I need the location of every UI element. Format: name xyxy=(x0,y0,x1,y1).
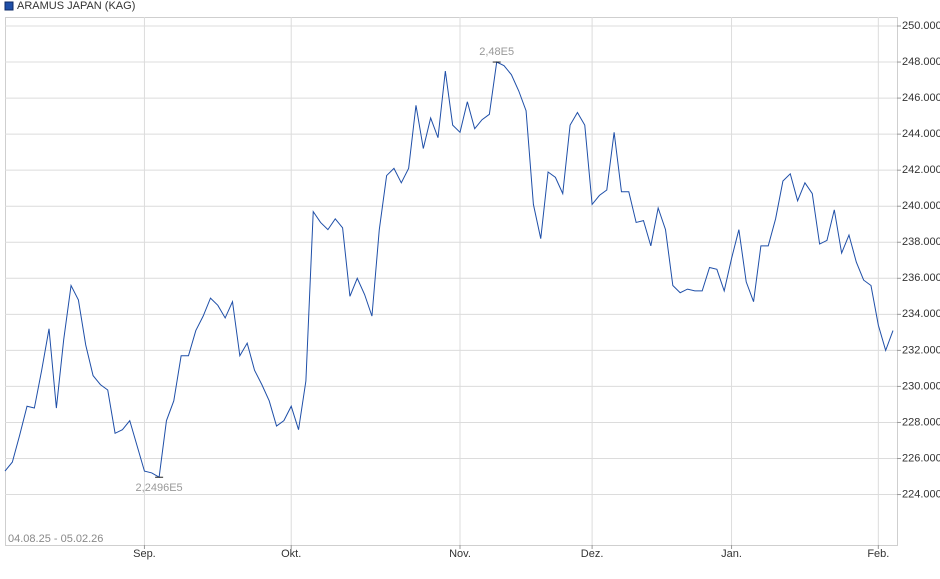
y-tick-label: 224.000 xyxy=(902,488,940,500)
plot-frame xyxy=(5,17,898,546)
date-range: 04.08.25 - 05.02.26 xyxy=(8,533,103,545)
y-tick-label: 234.000 xyxy=(902,308,940,320)
x-tick-label: Okt. xyxy=(281,548,301,560)
x-tick-label: Nov. xyxy=(449,548,471,560)
price-line xyxy=(4,61,894,479)
y-tick-label: 230.000 xyxy=(902,380,940,392)
y-tick-label: 244.000 xyxy=(902,128,940,140)
value-label: 2,48E5 xyxy=(479,46,514,58)
y-tick-label: 248.000 xyxy=(902,56,940,68)
y-tick-label: 238.000 xyxy=(902,236,940,248)
y-tick-label: 232.000 xyxy=(902,344,940,356)
legend-swatch xyxy=(4,1,14,11)
y-tick-label: 240.000 xyxy=(902,200,940,212)
y-tick-label: 242.000 xyxy=(902,164,940,176)
y-tick-label: 246.000 xyxy=(902,92,940,104)
y-tick-label: 226.000 xyxy=(902,452,940,464)
value-label: 2,2496E5 xyxy=(136,482,183,494)
x-tick-label: Dez. xyxy=(581,548,604,560)
x-tick-label: Sep. xyxy=(133,548,156,560)
x-tick-label: Feb. xyxy=(867,548,889,560)
legend-label: ARAMUS JAPAN (KAG) xyxy=(17,0,135,12)
y-tick-label: 236.000 xyxy=(902,272,940,284)
x-tick-label: Jan. xyxy=(721,548,742,560)
y-tick-label: 228.000 xyxy=(902,416,940,428)
y-tick-label: 250.000 xyxy=(902,20,940,32)
